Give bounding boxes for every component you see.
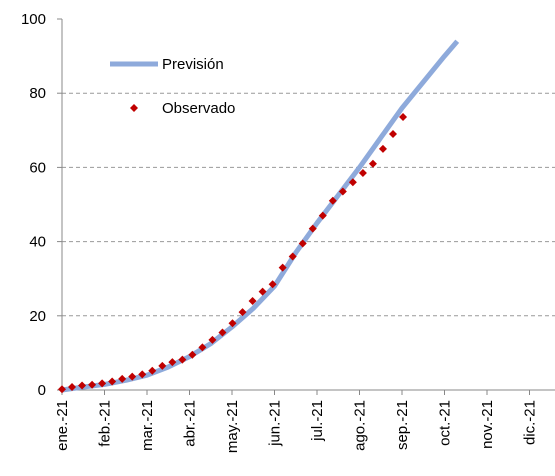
observed-point [338,187,347,196]
observed-point [388,130,397,139]
y-tick-label: 80 [29,85,46,102]
observed-point [268,280,277,289]
observed-point [358,168,367,177]
observed-point [308,224,317,233]
observed-point [258,287,267,296]
y-tick-label: 40 [29,234,46,251]
x-tick-label: may.-21 [224,400,241,453]
x-tick-label: ene.-21 [54,400,71,451]
observed-point [328,196,337,205]
y-tick-label: 60 [29,159,46,176]
observed-point [238,308,247,317]
observed-point [58,385,66,394]
observed-point [399,112,408,121]
observed-point [148,366,157,375]
observed-point [98,379,107,388]
observed-point [228,319,237,328]
observed-point [348,178,357,187]
forecast-line [61,39,460,393]
y-tick-label: 20 [29,308,46,325]
x-tick-label: jul.-21 [309,400,326,442]
observed-point [138,370,147,379]
observed-point [378,144,387,153]
observed-point [368,159,377,168]
observed-point [288,252,297,261]
observed-point [198,343,207,352]
observed-point [78,381,87,390]
x-tick-label: dic.-21 [522,400,539,445]
x-tick-label: feb.-21 [97,400,114,447]
x-tick-label: abr.-21 [182,400,199,447]
observed-point [68,383,77,392]
y-tick-label: 100 [21,11,46,28]
observed-point [298,239,307,248]
x-tick-label: mar.-21 [139,400,156,451]
x-tick-label: oct.-21 [437,400,454,446]
observed-point [218,328,227,337]
observed-point [118,374,127,383]
observed-point [178,355,187,364]
legend-label: Observado [162,100,235,117]
x-tick-label: nov.-21 [479,400,496,449]
observed-point [108,377,117,386]
observed-point [318,211,327,220]
y-tick-label: 0 [38,382,46,399]
observed-point [168,358,177,367]
observed-point [158,361,167,370]
observed-point [208,335,217,344]
legend-swatch [130,104,138,112]
observed-point [88,380,97,389]
observed-point [188,350,197,359]
observed-point [248,296,257,305]
x-tick-label: sep.-21 [394,400,411,450]
observed-point [128,372,137,381]
x-tick-label: ago.-21 [352,400,369,451]
x-tick-label: jun.-21 [267,400,284,447]
observed-point [278,263,287,272]
legend-label: Previsión [162,56,224,73]
